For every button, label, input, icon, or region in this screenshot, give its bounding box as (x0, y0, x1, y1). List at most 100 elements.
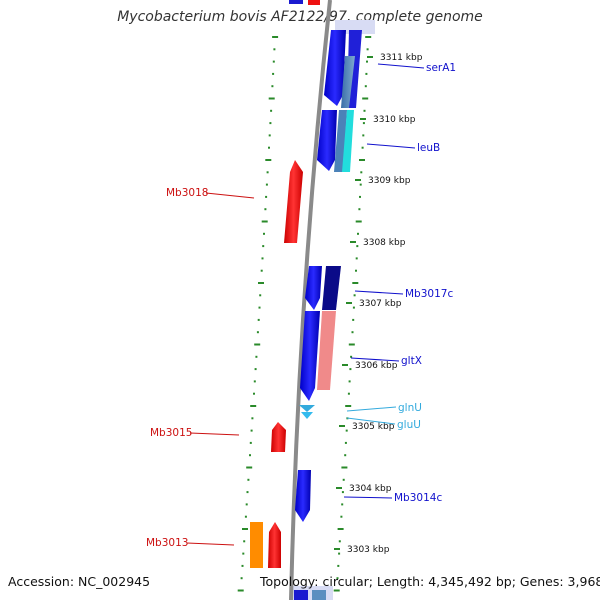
ring-tick (272, 36, 279, 38)
gene-gltX-arrow (300, 311, 320, 401)
ring-tick (352, 282, 359, 284)
map-title: Mycobacterium bovis AF2122/97, complete … (117, 9, 483, 25)
ring-tick (355, 257, 358, 260)
ring-tick (353, 294, 356, 297)
feature-top-cutoff-blue (289, 0, 303, 4)
topology-text: Topology: circular; Length: 4,345,492 bp… (260, 574, 600, 589)
trna-glnU-marker (299, 405, 315, 412)
ring-tick (366, 60, 368, 63)
ring-tick (340, 515, 343, 518)
trna-gluU-marker (301, 412, 313, 419)
ring-tick (351, 331, 354, 334)
gene-label-glnU: glnU (398, 402, 422, 414)
ring-tick (341, 466, 348, 469)
ring-tick (268, 134, 271, 137)
ring-tick (362, 97, 369, 100)
gene-label-Mb3013: Mb3013 (146, 537, 188, 549)
label-line-Mb3014c (343, 496, 393, 499)
gene-label-leuB: leuB (417, 142, 440, 154)
ring-tick (269, 122, 272, 125)
ring-tick (347, 392, 350, 395)
ring-tick (250, 405, 257, 407)
kbp-label-3307: 3307 kbp (359, 299, 402, 309)
ring-tick (360, 171, 363, 174)
outer-dotted-ring (237, 36, 279, 592)
gene-label-Mb3017c: Mb3017c (405, 288, 453, 300)
label-line-serA1 (377, 63, 425, 69)
ring-tick (345, 429, 348, 432)
ring-tick (359, 183, 362, 186)
ring-tick (261, 220, 268, 223)
ring-tick (247, 478, 250, 481)
feature-Mb3017c-inner-navy (322, 266, 341, 310)
ring-tick (273, 48, 276, 51)
ring-tick (344, 454, 347, 457)
ring-tick (265, 195, 268, 198)
ring-tick (257, 318, 260, 321)
ring-tick (241, 564, 244, 567)
ring-tick (258, 282, 264, 284)
ring-tick (341, 491, 344, 494)
ring-tick (337, 528, 344, 530)
gene-label-Mb3014c: Mb3014c (394, 492, 442, 504)
ring-tick (337, 564, 340, 567)
gene-Mb3017c-arrow (305, 266, 322, 310)
ring-tick (265, 183, 268, 186)
ring-tick (246, 466, 253, 469)
ring-tick (266, 171, 269, 174)
ring-tick (265, 159, 272, 161)
ring-tick (256, 331, 259, 334)
ring-tick (263, 232, 265, 235)
feature-bottom-cutoff-steel (312, 590, 326, 600)
kbp-label-3306: 3306 kbp (355, 361, 398, 371)
ring-tick (342, 478, 345, 481)
ring-tick (348, 380, 351, 383)
label-line-Mb3015 (189, 432, 240, 436)
gene-Mb3015-arrow (271, 422, 286, 452)
ring-tick (250, 429, 253, 432)
ring-tick (355, 269, 357, 272)
ring-tick (255, 355, 258, 358)
ring-tick (350, 355, 353, 358)
ring-tick (262, 245, 265, 248)
ring-tick (336, 577, 339, 580)
ring-tick (242, 528, 248, 530)
label-line-leuB (366, 143, 416, 149)
kbp-label-3303: 3303 kbp (347, 545, 390, 555)
ring-tick (366, 48, 369, 51)
kbp-label-3308: 3308 kbp (363, 238, 406, 248)
kbp-label-3304: 3304 kbp (349, 484, 392, 494)
gene-label-Mb3015: Mb3015 (150, 427, 192, 439)
ring-tick (363, 109, 366, 112)
ring-tick (358, 208, 361, 211)
accession-text: Accession: NC_002945 (8, 574, 151, 589)
kbp-scale: 3311 kbp 3310 kbp 3309 kbp 3308 kbp 3307… (334, 53, 423, 555)
gene-label-Mb3018: Mb3018 (166, 187, 208, 199)
ring-tick (344, 441, 347, 444)
ring-tick (338, 540, 341, 543)
feature-leuB-inner-cyan (342, 110, 354, 172)
gene-Mb3014c-arrow (295, 470, 311, 522)
feature-gltX-inner-pink (317, 311, 336, 390)
ring-tick (361, 146, 364, 149)
ring-tick (359, 195, 361, 198)
ring-tick (359, 159, 365, 161)
kbp-label-3310: 3310 kbp (373, 115, 416, 125)
ring-tick (349, 368, 352, 371)
ring-tick (271, 85, 274, 88)
ring-tick (237, 589, 244, 592)
gene-label-serA1: serA1 (426, 62, 456, 74)
ring-tick (245, 503, 248, 506)
ring-tick (251, 417, 254, 420)
ring-tick (243, 540, 246, 543)
kbp-label-3311: 3311 kbp (380, 53, 423, 63)
ring-tick (348, 343, 355, 346)
ring-tick (259, 294, 262, 297)
ring-tick (362, 134, 365, 137)
ring-tick (352, 318, 355, 321)
ring-tick (356, 245, 359, 248)
ring-tick (362, 122, 365, 125)
ring-tick (364, 85, 367, 88)
label-line-glnU (346, 406, 397, 412)
